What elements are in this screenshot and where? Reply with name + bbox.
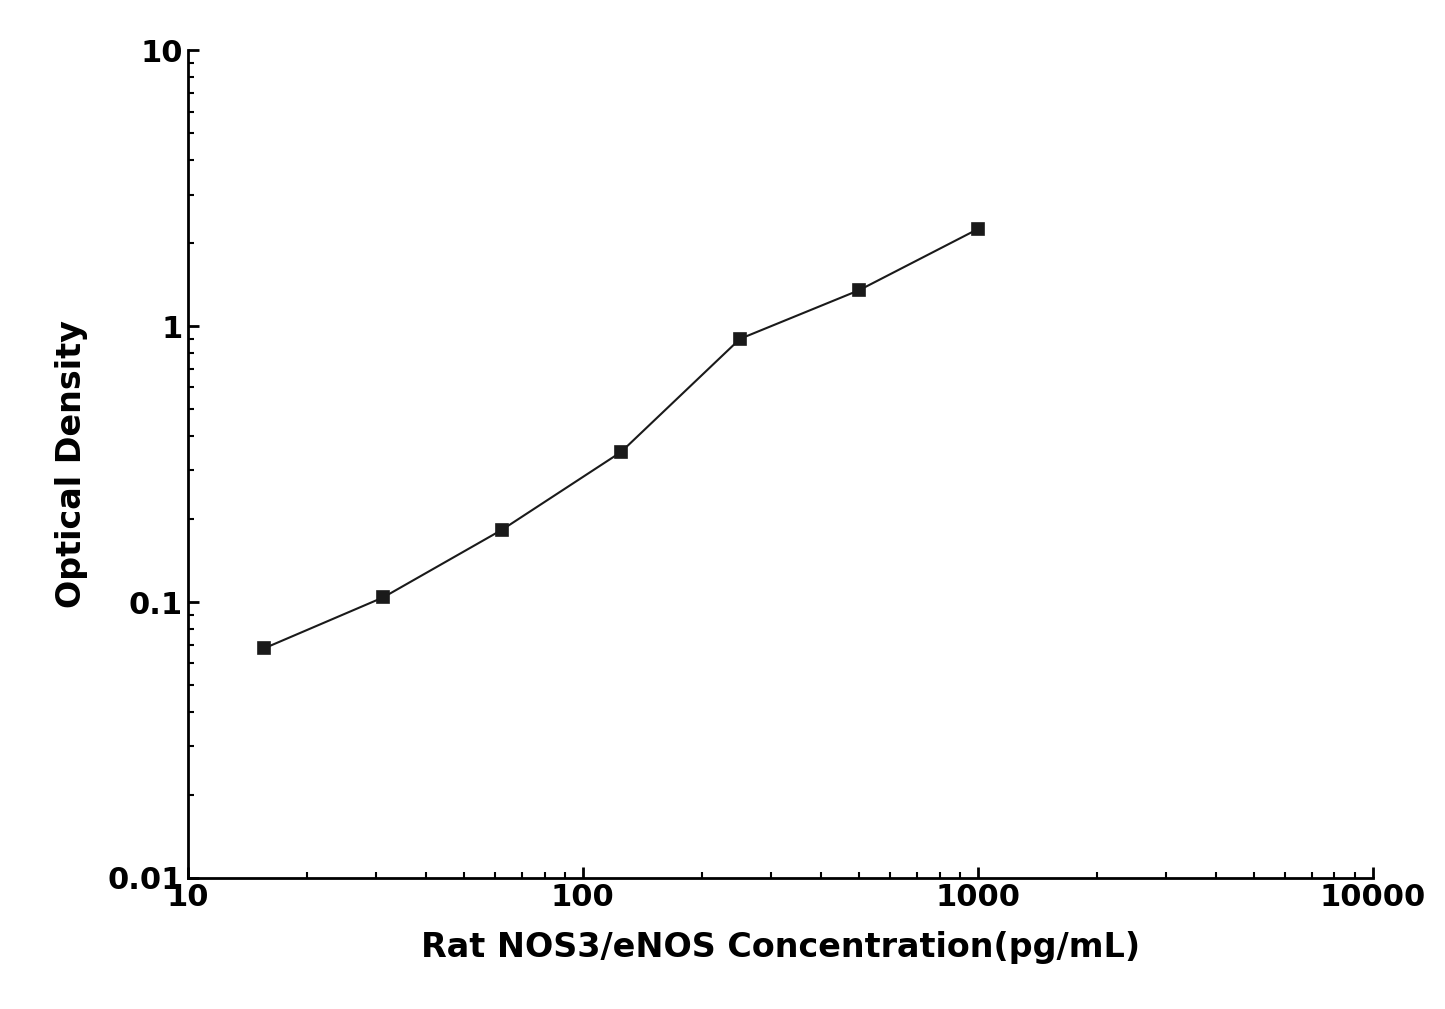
X-axis label: Rat NOS3/eNOS Concentration(pg/mL): Rat NOS3/eNOS Concentration(pg/mL) (420, 931, 1140, 965)
Y-axis label: Optical Density: Optical Density (55, 320, 88, 608)
